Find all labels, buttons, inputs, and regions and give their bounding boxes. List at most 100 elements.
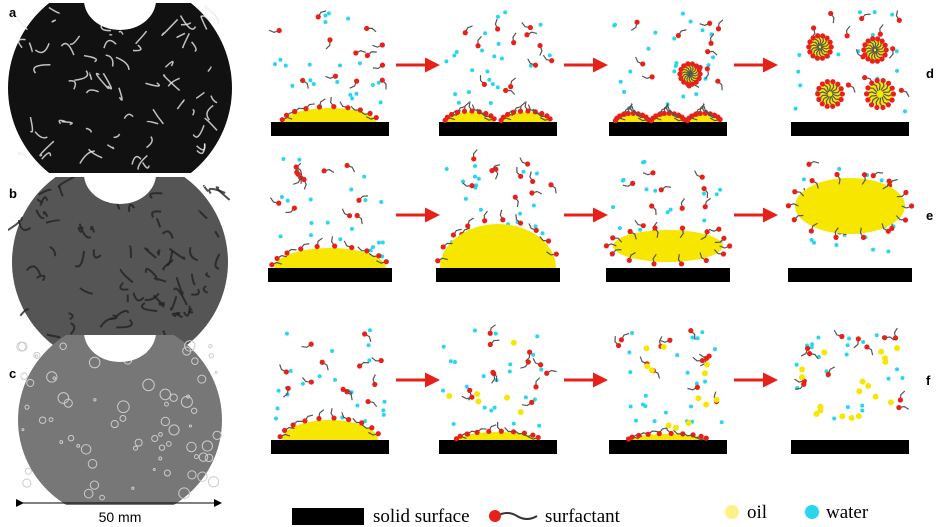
surfactant-head <box>627 258 632 263</box>
surfactant-head <box>839 334 844 339</box>
water <box>297 158 301 162</box>
water <box>480 49 484 53</box>
surfactant-head <box>811 35 816 40</box>
water <box>836 53 840 57</box>
surfactant-head <box>649 74 654 79</box>
surfactant-head <box>384 259 389 264</box>
water <box>700 330 704 334</box>
water <box>285 332 289 336</box>
water <box>627 350 631 354</box>
surfactant-head <box>347 213 352 218</box>
water <box>445 167 449 171</box>
water <box>644 394 648 398</box>
surfactant-head <box>865 97 870 102</box>
surfactant-head <box>792 217 797 222</box>
surfactant-head <box>374 115 379 120</box>
water <box>702 192 706 196</box>
surfactant-head <box>380 42 385 47</box>
surfactant-head <box>349 245 354 250</box>
water <box>861 340 865 344</box>
water <box>895 69 899 73</box>
water <box>284 64 288 68</box>
surfactant-head <box>669 431 674 436</box>
water <box>539 368 543 372</box>
water <box>367 358 371 362</box>
water <box>535 172 539 176</box>
surfactant-head <box>824 53 829 58</box>
surfactant-head <box>376 431 381 436</box>
water <box>274 417 278 421</box>
water <box>382 413 386 417</box>
water <box>702 219 706 223</box>
legend-solid-icon <box>292 508 364 525</box>
water <box>900 376 904 380</box>
surfactant-head <box>700 358 705 363</box>
surfactant-head <box>680 206 685 211</box>
surfactant-head <box>715 79 720 84</box>
oil <box>666 422 672 428</box>
water <box>880 178 884 182</box>
water <box>832 416 836 420</box>
water <box>895 367 899 371</box>
water <box>713 347 717 351</box>
surfactant-head <box>530 179 535 184</box>
surfactant-head <box>511 110 516 115</box>
surfactant-head <box>891 91 896 96</box>
surfactant-head <box>526 359 531 364</box>
surfactant-head <box>697 67 702 72</box>
surfactant-head <box>471 156 476 161</box>
surfactant-head <box>882 335 887 340</box>
water <box>798 83 802 87</box>
surfactant-head <box>676 33 681 38</box>
surfactant-head <box>364 248 369 253</box>
surfactant-head <box>826 372 831 377</box>
surfactant-head <box>869 102 874 107</box>
surfactant-head <box>871 173 876 178</box>
surfactant-head <box>530 432 535 437</box>
surfactant-head <box>830 104 835 109</box>
surfactant-head <box>815 91 820 96</box>
water <box>796 70 800 74</box>
water <box>619 80 623 84</box>
surfactant-head <box>316 416 321 421</box>
surfactant-head <box>678 76 683 81</box>
water <box>276 406 280 410</box>
surfactant-head <box>301 177 306 182</box>
water <box>464 197 468 201</box>
panel-label: f <box>926 373 931 388</box>
surfactant-head <box>380 63 385 68</box>
solid-surface <box>791 122 909 136</box>
surfactant-head <box>369 425 374 430</box>
water <box>703 380 707 384</box>
water <box>534 224 538 228</box>
water <box>312 82 316 86</box>
surfactant-head <box>815 56 820 61</box>
surfactant-head <box>820 101 825 106</box>
water <box>350 96 354 100</box>
surfactant-head <box>870 36 875 41</box>
surfactant-head <box>296 172 301 177</box>
surfactant-head <box>704 436 709 441</box>
water <box>858 10 862 14</box>
surfactant-head <box>465 223 470 228</box>
surfactant-head <box>492 116 497 121</box>
water <box>860 404 864 408</box>
solid-surface <box>609 122 727 136</box>
surfactant-head <box>292 109 297 114</box>
surfactant-head <box>890 86 895 91</box>
water <box>473 328 477 332</box>
surfactant-head <box>529 400 534 405</box>
water <box>280 195 284 199</box>
surfactant-head <box>536 435 541 440</box>
water <box>674 64 678 68</box>
surfactant-head <box>825 104 830 109</box>
water <box>903 109 907 113</box>
water <box>318 374 322 378</box>
water <box>362 175 366 179</box>
water <box>452 53 456 57</box>
surfactant-head <box>811 25 816 30</box>
water <box>323 20 327 24</box>
surfactant-head <box>332 243 337 248</box>
water <box>489 101 493 105</box>
surfactant-head <box>890 97 895 102</box>
